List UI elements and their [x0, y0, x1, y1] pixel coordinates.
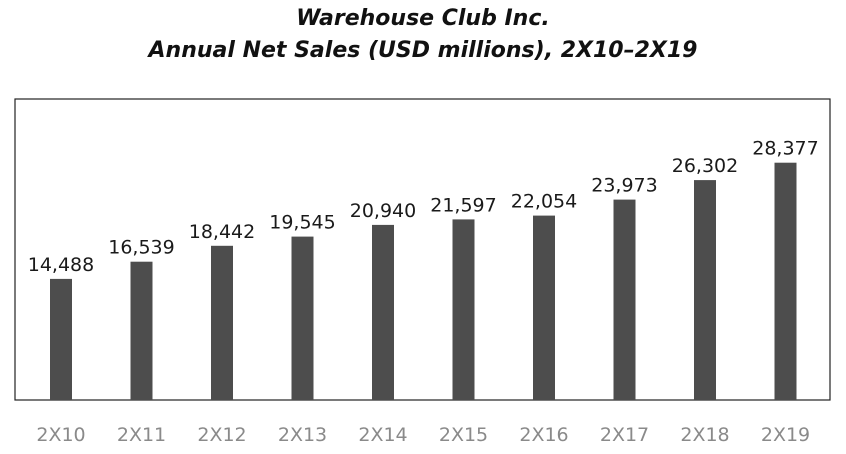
x-tick-label: 2X14: [358, 424, 407, 446]
bar-2X19: [774, 162, 797, 400]
bar-value-label: 19,545: [269, 212, 335, 234]
x-tick-label: 2X12: [197, 424, 246, 446]
bar-value-label: 28,377: [752, 138, 818, 160]
bar-2X16: [533, 215, 555, 400]
bar-2X11: [130, 261, 153, 400]
x-tick-label: 2X16: [519, 424, 568, 446]
bar-value-label: 18,442: [189, 221, 255, 243]
x-tick-label: 2X17: [600, 424, 649, 446]
bar-value-label: 22,054: [511, 191, 577, 213]
plot-area-frame: [14, 98, 831, 401]
bar-2X14: [372, 224, 394, 400]
bar-value-label: 16,539: [108, 237, 174, 259]
chart-title-line-1: Warehouse Club Inc.: [296, 6, 550, 31]
x-tick-label: 2X13: [278, 424, 327, 446]
bar-2X10: [50, 278, 72, 400]
bar-2X15: [452, 219, 475, 400]
bar-value-label: 21,597: [430, 194, 496, 216]
bar-2X13: [291, 236, 314, 400]
bar-value-label: 23,973: [591, 175, 657, 197]
x-tick-label: 2X11: [117, 424, 166, 446]
bar-value-label: 20,940: [350, 200, 416, 222]
x-tick-label: 2X15: [439, 424, 488, 446]
x-tick-label: 2X19: [761, 424, 810, 446]
chart-title-line-2: Annual Net Sales (USD millions), 2X10–2X…: [148, 38, 698, 63]
bar-value-label: 26,302: [672, 155, 738, 177]
bar-2X17: [613, 199, 636, 400]
bar-value-label: 14,488: [28, 254, 94, 276]
x-tick-label: 2X18: [680, 424, 729, 446]
x-tick-label: 2X10: [36, 424, 85, 446]
bar-2X12: [211, 245, 233, 400]
bar-2X18: [694, 180, 716, 400]
